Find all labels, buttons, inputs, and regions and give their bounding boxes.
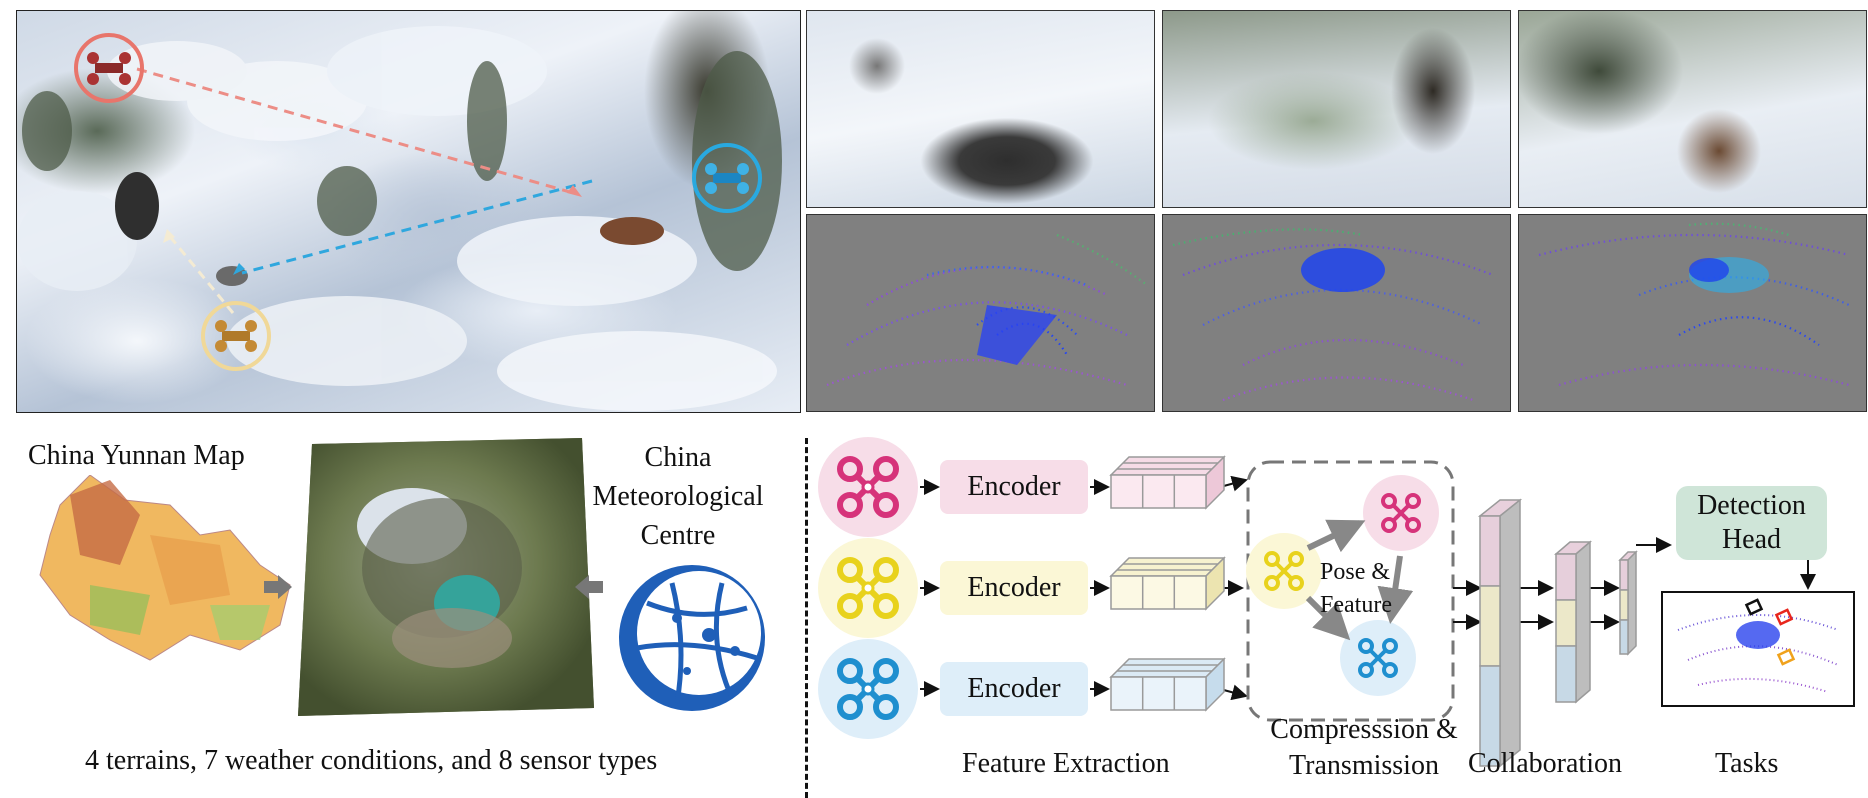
pose-label-line-1: Pose & [1320, 559, 1391, 585]
camera-view-1 [806, 10, 1155, 208]
deer [600, 217, 664, 245]
collab-bar-large [1477, 498, 1523, 768]
encoder-pink: Encoder [940, 460, 1088, 514]
yellow-link [165, 232, 235, 314]
detection-head: Detection Head [1676, 486, 1827, 560]
comp-node-blue [1340, 620, 1416, 696]
yunnan-province-map [39, 475, 291, 661]
stage-compression-transmission: Compresssion & Transmission [1244, 712, 1484, 784]
terrain-3d-map [292, 438, 597, 720]
feature-cube-blue [1109, 657, 1226, 712]
meteorological-centre-title: China Meteorological Centre [578, 438, 778, 555]
comp-node-yellow [1246, 533, 1322, 609]
drone-blue-pipeline-icon [837, 658, 899, 720]
camera-view-3 [1518, 10, 1867, 208]
collab-bar-small [1618, 550, 1638, 656]
arrow-right-icon [264, 575, 292, 599]
encoder-blue: Encoder [940, 662, 1088, 716]
red-link [136, 67, 578, 196]
scene-overlay [17, 26, 782, 411]
lidar-points-3 [1538, 222, 1850, 387]
stage-tasks: Tasks [1715, 748, 1779, 779]
drone-yellow-pipeline-icon [837, 557, 899, 619]
bear [115, 172, 159, 240]
meteo-title-line-2: Meteorological [592, 481, 764, 512]
camera-view-2 [1162, 10, 1511, 208]
pose-label-line-2: Feature [1320, 592, 1392, 618]
agent-node-pink [818, 437, 918, 537]
arrow-left-icon [575, 575, 603, 599]
agent-node-blue [818, 639, 918, 739]
drone-pink-icon [837, 456, 899, 518]
meteorological-centre-logo [619, 565, 765, 711]
stage-feature-extraction: Feature Extraction [962, 748, 1170, 779]
agent-node-yellow [818, 538, 918, 638]
lidar-points-1 [826, 233, 1148, 387]
dataset-caption: 4 terrains, 7 weather conditions, and 8 … [85, 745, 658, 776]
meteo-title-line-1: China [644, 442, 712, 473]
drone-yellow-icon [201, 301, 271, 371]
stage-compression-line-1: Compresssion & [1270, 714, 1458, 745]
pipeline-diagram [920, 455, 1855, 768]
feature-cube-pink [1109, 455, 1226, 510]
detection-head-line-1: Detection [1697, 490, 1806, 521]
blue-link [241, 179, 593, 275]
feature-cube-yellow [1109, 556, 1226, 611]
pose-feature-label: Pose & Feature [1320, 556, 1392, 622]
lidar-view-1 [806, 214, 1155, 412]
dark-foliage [22, 51, 782, 271]
lidar-view-2 [1162, 214, 1511, 412]
lidar-view-3 [1518, 214, 1867, 412]
comp-node-pink [1363, 475, 1439, 551]
meteo-title-line-3: Centre [640, 520, 716, 551]
stage-compression-line-2: Transmission [1289, 750, 1439, 781]
detection-head-line-2: Head [1721, 524, 1782, 555]
drone-red-icon [74, 33, 144, 103]
section-divider [805, 438, 808, 798]
box-to-collab-arrows [1453, 537, 1816, 630]
collab-bar-medium [1553, 540, 1593, 704]
lidar-points-2 [1172, 228, 1494, 402]
comp-exchange-arrows [1305, 519, 1414, 641]
yunnan-map-title: China Yunnan Map [28, 440, 245, 471]
encoder-yellow: Encoder [940, 561, 1088, 615]
drone-blue-icon [692, 143, 762, 213]
detection-points [1677, 598, 1839, 693]
main-forest-scene [16, 10, 801, 413]
stage-collaboration: Collaboration [1468, 748, 1622, 779]
